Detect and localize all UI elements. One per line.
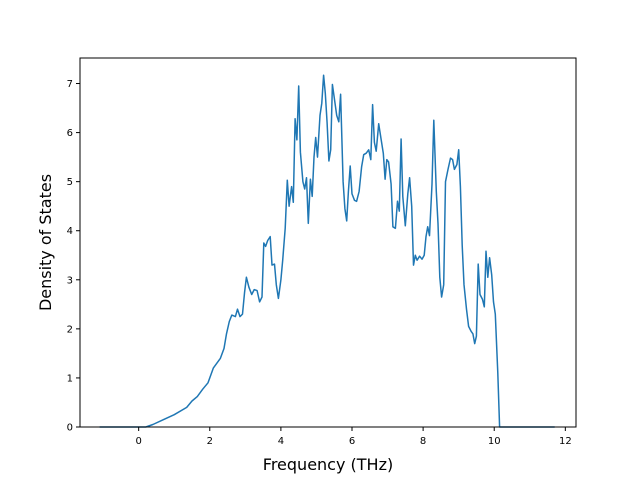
x-tick-label: 10 [488,436,501,447]
x-tick-label: 8 [420,436,426,447]
x-tick-label: 0 [135,436,141,447]
y-tick-label: 1 [67,373,73,384]
y-tick-label: 0 [67,423,73,434]
x-axis-label: Frequency (THz) [263,455,393,474]
x-tick-label: 6 [349,436,355,447]
x-tick-label: 12 [559,436,572,447]
dos-series-line [99,74,555,428]
series-layer [99,74,555,428]
y-axis-label: Density of States [36,174,55,311]
y-tick-label: 4 [67,226,73,237]
y-tick-label: 3 [67,275,73,286]
y-tick-label: 7 [67,79,73,90]
x-tick-label: 2 [207,436,213,447]
y-tick-label: 6 [67,128,73,139]
y-tick-label: 5 [67,177,73,188]
plot-frame [79,57,577,428]
x-tick-label: 4 [278,436,284,447]
y-tick-label: 2 [67,324,73,335]
